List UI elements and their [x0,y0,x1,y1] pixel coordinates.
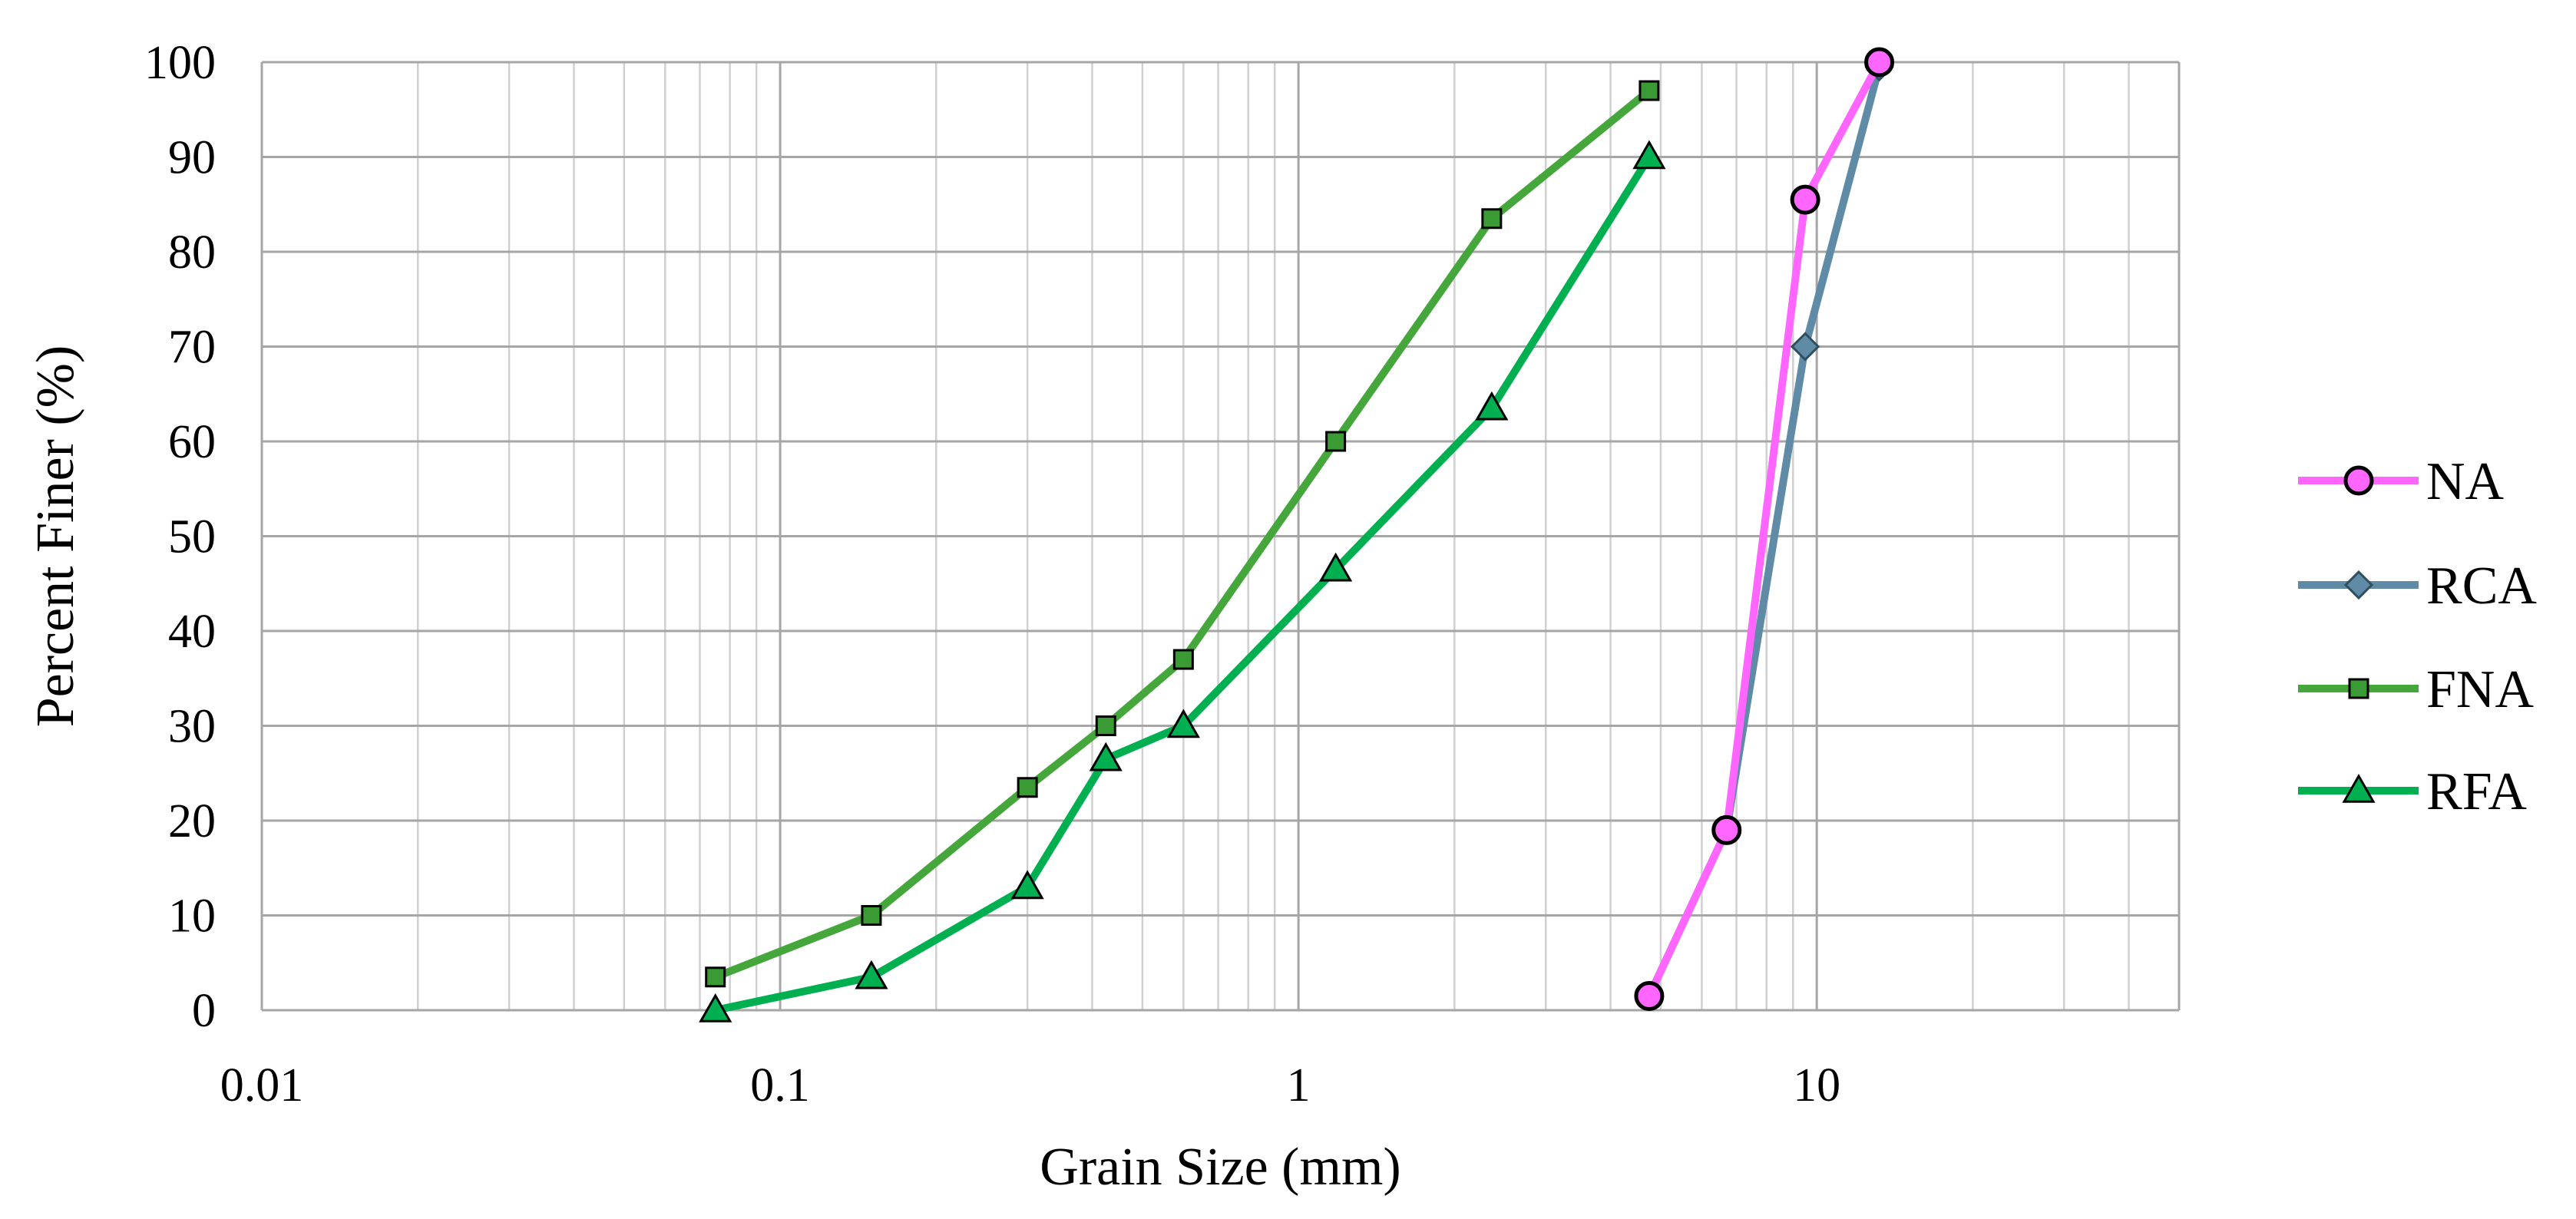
series-line-fna [711,87,1653,981]
data-point-rfa [1475,391,1509,421]
y-tick-label: 70 [168,322,216,374]
data-point-fna [1172,649,1194,670]
series-rfa [699,140,1666,1022]
data-point-na [1790,184,1820,215]
y-tick-label: 20 [168,795,216,847]
legend-item-rca: RCA [2298,557,2537,616]
data-point-rca [1790,332,1820,362]
data-point-rfa [1632,140,1666,170]
data-point-na [1634,980,1665,1011]
data-point-na [1711,814,1742,845]
plot-grid [260,61,2181,1012]
x-tick-label: 0.01 [220,1059,304,1112]
x-tick-label: 0.1 [750,1059,810,1112]
legend-item-fna: FNA [2298,660,2534,719]
y-tick-label: 50 [168,511,216,563]
legend-label-fna: FNA [2426,660,2534,719]
y-tick-label: 90 [168,132,216,184]
legend-marker-fna [2348,678,2369,699]
data-point-fna [1481,208,1503,230]
data-point-rfa [1010,870,1044,900]
series-na [1634,47,1895,1011]
legend-label-rca: RCA [2426,557,2537,616]
data-point-rfa [1089,742,1123,771]
x-axis-ticks: 0.01 0.1 1 10 [220,1059,1840,1112]
y-tick-label: 60 [168,416,216,468]
legend-item-na: NA [2298,452,2505,511]
data-point-fna [1639,80,1660,101]
series-line-na [1645,58,1883,1000]
y-axis-title: Percent Finer (%) [26,345,85,728]
y-axis-ticks: 0 10 20 30 40 50 60 70 80 90 100 [144,37,216,1037]
data-point-rfa [699,993,732,1022]
x-tick-label: 1 [1287,1059,1311,1112]
data-point-fna [1017,777,1038,798]
legend-marker-rfa [2342,773,2376,803]
legend-marker-rca [2343,570,2374,600]
legend-item-rfa: RFA [2298,762,2527,821]
y-tick-label: 30 [168,701,216,753]
y-tick-label: 10 [168,890,216,943]
legend-label-rfa: RFA [2426,762,2527,821]
data-point-rfa [1319,552,1353,582]
y-tick-label: 100 [144,37,216,89]
legend-label-na: NA [2426,452,2505,511]
y-tick-label: 80 [168,226,216,279]
data-point-rfa [1166,709,1200,738]
data-point-rfa [855,960,888,989]
series-line-rfa [711,153,1653,1014]
legend-marker-na [2343,465,2374,496]
x-axis-title: Grain Size (mm) [1040,1138,1400,1197]
y-tick-label: 0 [192,985,216,1037]
data-point-fna [705,966,726,988]
data-series [699,47,1895,1022]
data-point-na [1864,47,1895,78]
data-point-fna [1095,715,1116,736]
data-point-fna [861,905,882,926]
legend: NA RCA FNA RFA [2298,452,2537,821]
x-tick-label: 10 [1793,1059,1840,1112]
data-point-fna [1325,431,1347,452]
series-fna [705,80,1660,988]
y-tick-label: 40 [168,606,216,658]
